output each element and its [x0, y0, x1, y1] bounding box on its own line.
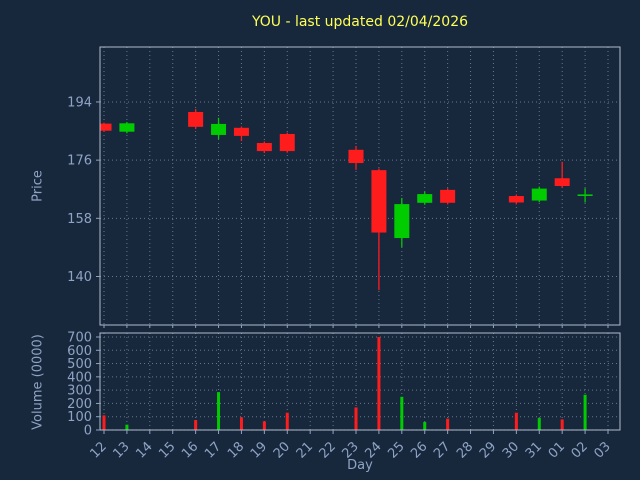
- price-tick-label: 176: [67, 154, 92, 169]
- volume-tick-label: 700: [67, 330, 92, 345]
- volume-bar: [377, 336, 381, 430]
- volume-tick-label: 500: [67, 357, 92, 372]
- volume-bar: [354, 407, 358, 430]
- candle-body: [440, 189, 456, 203]
- axes-spine: [99, 46, 621, 326]
- volume-axis-label: Volume (0000): [30, 334, 46, 430]
- candle-body: [554, 178, 570, 186]
- volume-bar: [125, 424, 129, 430]
- volume-tick-label: 400: [67, 370, 92, 385]
- candle-body: [188, 111, 204, 127]
- volume-bar: [262, 421, 266, 430]
- candles: [100, 109, 593, 291]
- candle-body: [211, 123, 227, 135]
- candle-body: [531, 188, 547, 201]
- candle-body: [348, 149, 364, 164]
- candle-body: [371, 170, 387, 233]
- candle-body: [279, 133, 295, 152]
- volume-bar: [583, 394, 587, 430]
- volume-bar: [514, 412, 518, 430]
- candle-body: [417, 194, 433, 203]
- candle-body: [394, 204, 410, 239]
- volume-tick-label: 200: [67, 397, 92, 412]
- price-tick-label: 140: [67, 270, 92, 285]
- volume-bar: [194, 420, 198, 430]
- volume-bars: [102, 336, 587, 430]
- chart-title: YOU - last updated 02/04/2026: [251, 14, 469, 30]
- volume-bar: [537, 418, 541, 430]
- volume-tick-label: 100: [67, 410, 92, 425]
- price-axis-label: Price: [30, 170, 46, 202]
- candle-body: [100, 123, 112, 131]
- volume-tick-label: 600: [67, 344, 92, 359]
- volume-bar: [446, 418, 450, 430]
- volume-tick-label: 300: [67, 384, 92, 399]
- gridlines: [100, 47, 620, 431]
- candle-body: [577, 194, 593, 197]
- volume-bar: [400, 396, 404, 430]
- axes-spine: [99, 332, 621, 431]
- candle-body: [256, 143, 272, 152]
- day-axis-label: Day: [347, 458, 373, 473]
- volume-bar: [217, 392, 221, 430]
- candle-body: [233, 127, 249, 136]
- price-tick-label: 158: [67, 212, 92, 227]
- volume-tick-label: 0: [84, 424, 92, 439]
- candle-body: [508, 196, 524, 203]
- volume-bar: [102, 415, 106, 430]
- volume-bar: [239, 417, 243, 430]
- volume-bar: [423, 422, 427, 430]
- price-tick-label: 194: [67, 95, 92, 110]
- candle-body: [119, 123, 135, 132]
- volume-bar: [285, 412, 289, 430]
- volume-bar: [560, 419, 564, 430]
